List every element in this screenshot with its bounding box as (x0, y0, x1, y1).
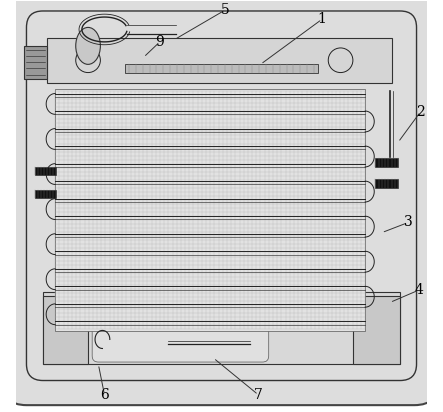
Bar (376, 158, 398, 167)
Ellipse shape (76, 28, 101, 64)
Text: 2: 2 (416, 105, 425, 119)
Text: 6: 6 (100, 388, 109, 402)
Text: 3: 3 (404, 215, 413, 229)
Bar (55, 89, 365, 331)
FancyBboxPatch shape (92, 309, 269, 362)
Text: 7: 7 (254, 388, 263, 402)
Text: 9: 9 (155, 35, 164, 49)
Bar (376, 178, 398, 187)
FancyBboxPatch shape (2, 0, 439, 405)
Bar (353, 296, 400, 364)
Bar (43, 292, 400, 364)
Bar (125, 63, 318, 73)
Text: 4: 4 (414, 283, 423, 297)
Text: 5: 5 (221, 3, 230, 17)
Bar (47, 37, 392, 83)
Bar (43, 296, 88, 364)
Text: 1: 1 (318, 12, 326, 26)
Bar (35, 167, 56, 175)
Bar (24, 46, 47, 79)
Bar (35, 190, 56, 198)
